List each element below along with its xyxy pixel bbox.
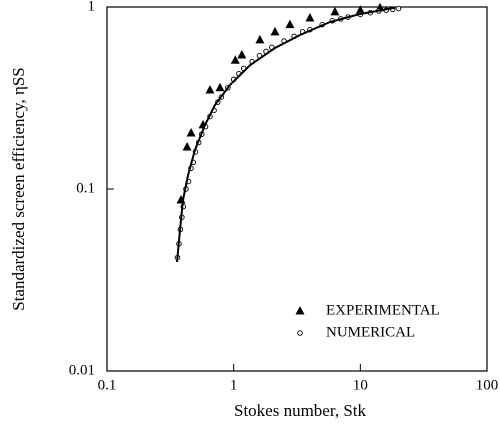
fit-line: [176, 6, 396, 263]
legend-marker: [295, 306, 305, 315]
x-axis-label: Stokes number, Stk: [234, 401, 367, 420]
x-tick-label: 10: [353, 377, 368, 393]
circle-point: [395, 5, 402, 12]
triangle-point: [355, 5, 365, 14]
triangle-point: [305, 13, 315, 22]
y-tick-label: 1: [88, 0, 96, 14]
triangle-point: [285, 19, 295, 29]
triangle-point: [182, 142, 192, 151]
legend-label: EXPERIMENTAL: [326, 302, 440, 318]
y-axis-label: Standardized screen efficiency, ηSS: [9, 67, 28, 311]
triangle-point: [237, 49, 247, 59]
triangle-point: [230, 55, 240, 64]
triangle-point: [270, 26, 280, 36]
y-tick-label: 0.1: [76, 180, 95, 196]
triangle-point: [330, 6, 340, 16]
triangle-point: [205, 84, 215, 94]
triangle-point: [215, 82, 225, 92]
legend-label: NUMERICAL: [326, 324, 415, 340]
x-tick-label: 100: [476, 377, 499, 393]
x-tick-label: 0.1: [98, 377, 117, 393]
x-tick-label: 1: [230, 377, 238, 393]
triangle-point: [255, 34, 265, 44]
legend-marker: [297, 330, 303, 336]
triangle-point: [186, 128, 196, 137]
y-tick-label: 0.01: [69, 362, 95, 378]
